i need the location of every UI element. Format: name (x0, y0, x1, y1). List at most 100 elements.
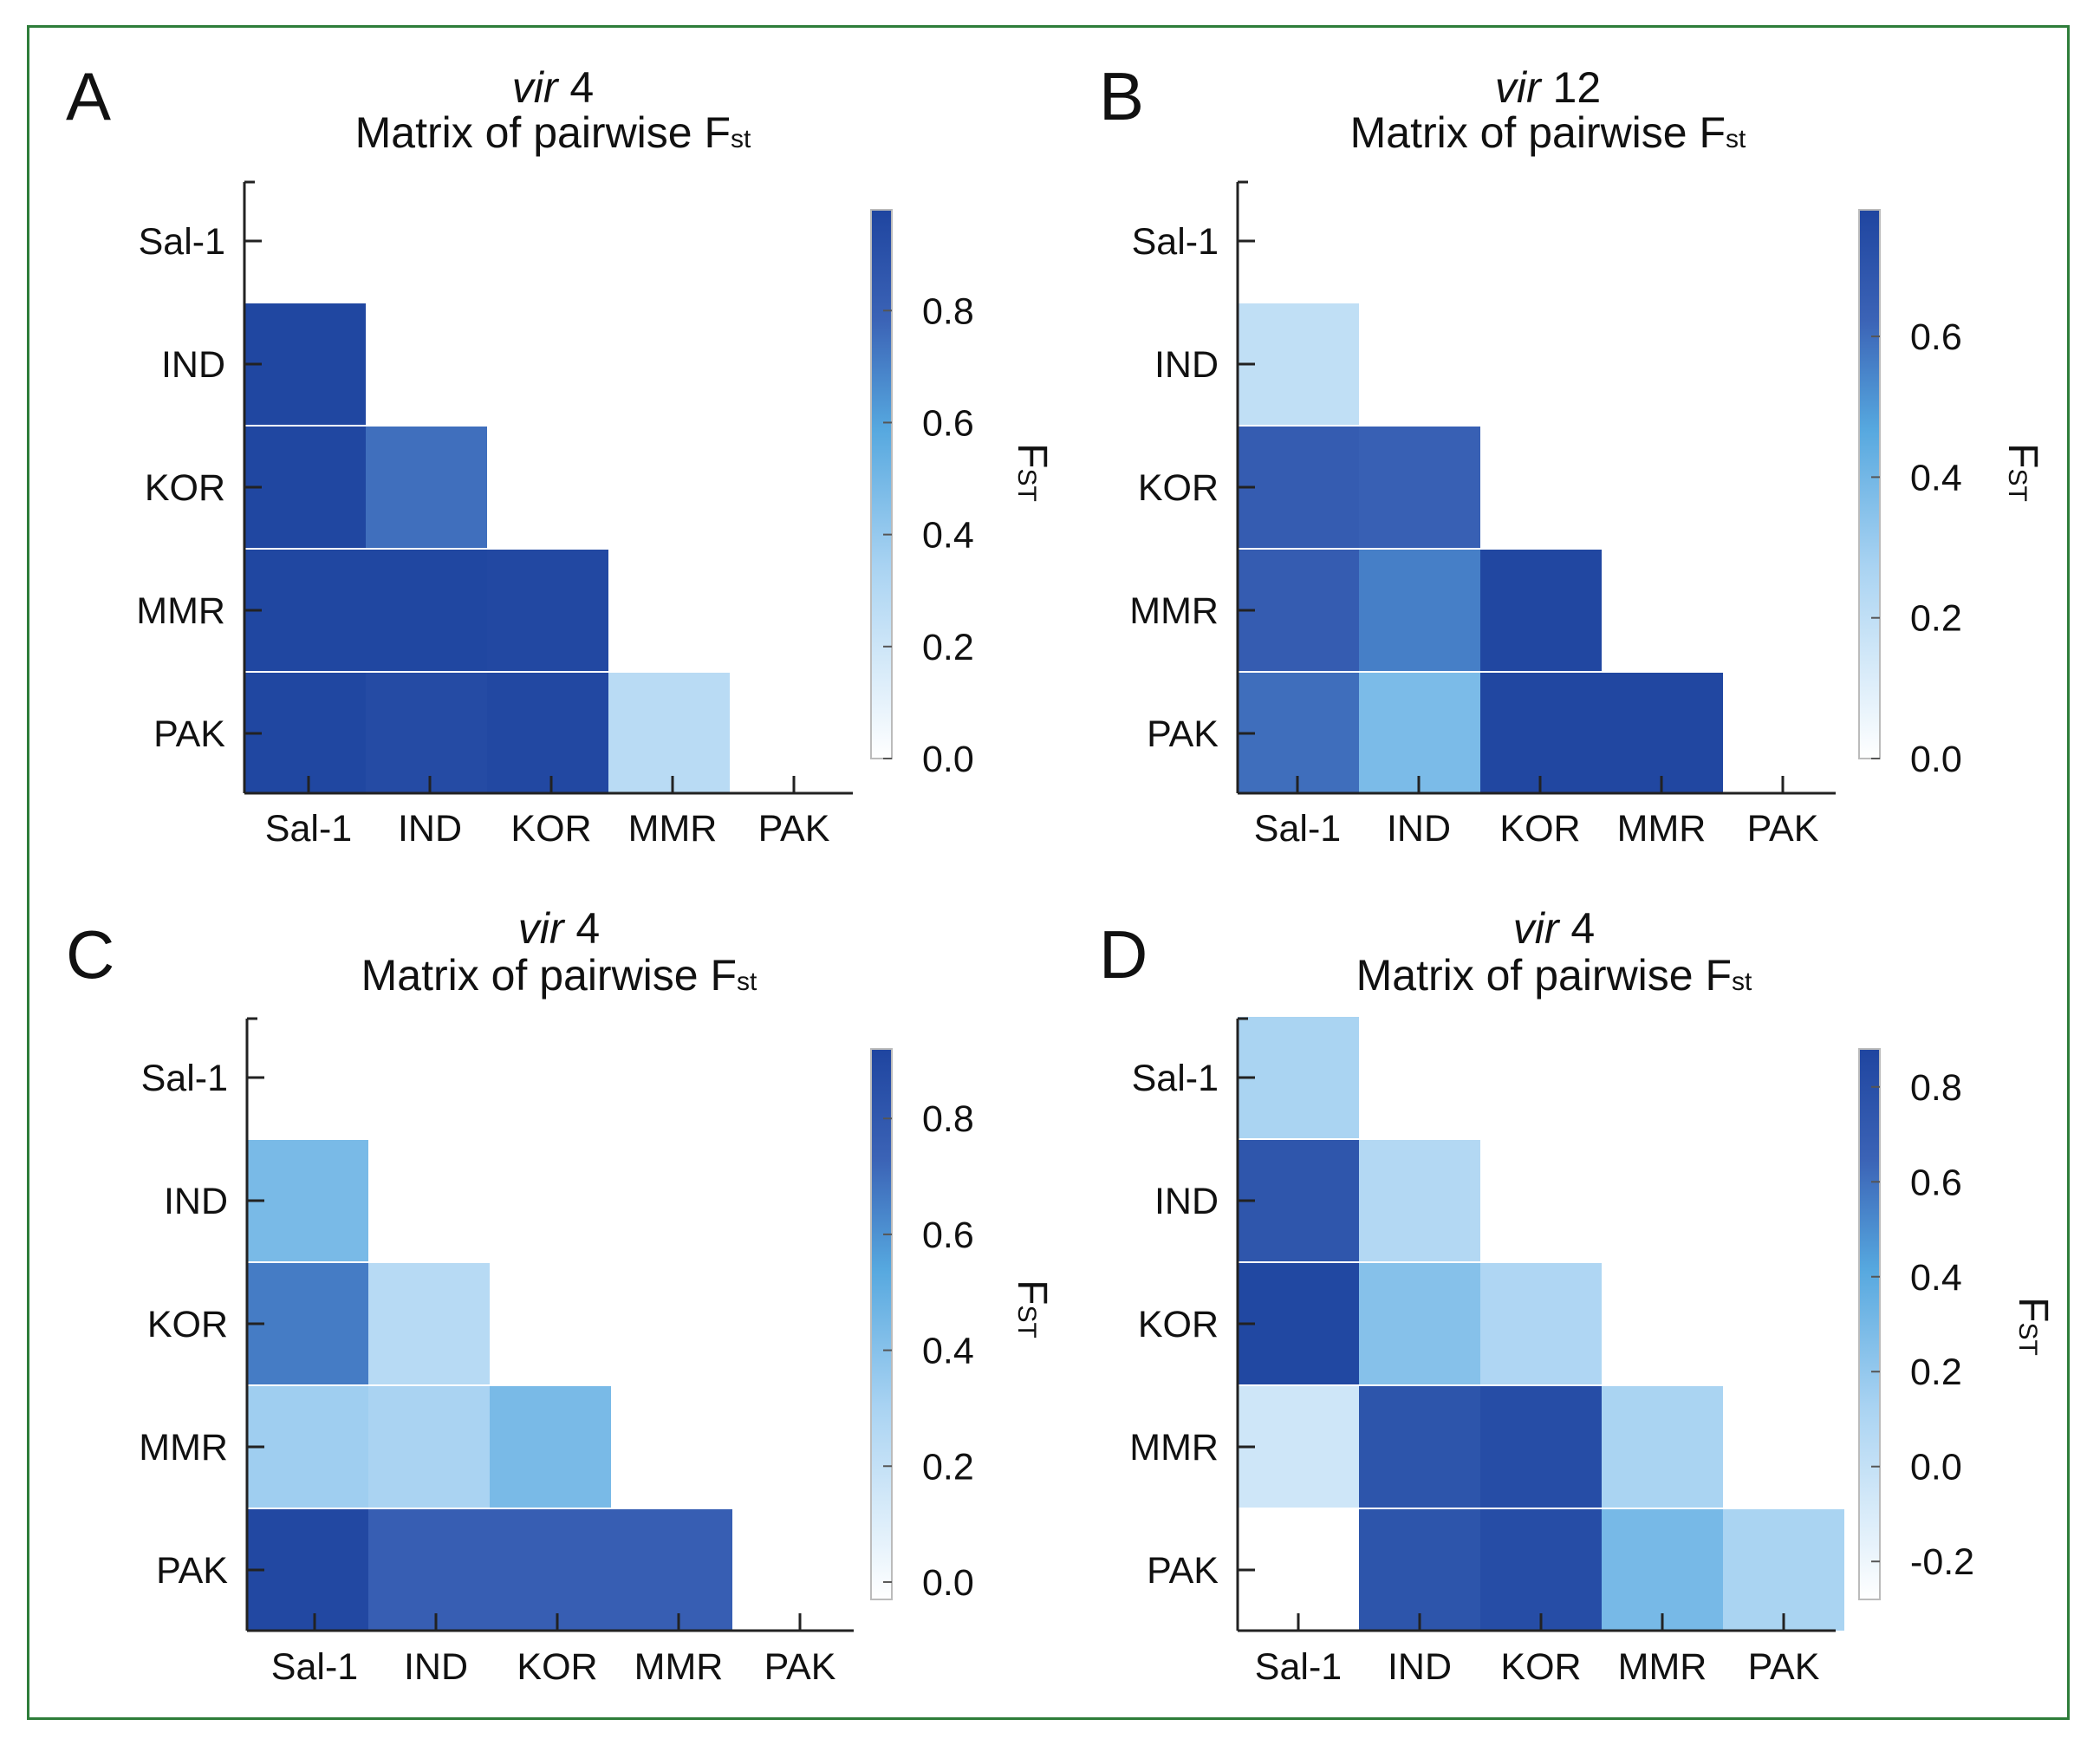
gene-space (564, 904, 576, 953)
panel-label: D (1099, 916, 1148, 993)
colorbar-tick-label: -0.2 (1910, 1541, 1974, 1583)
x-tick-label: IND (404, 1646, 468, 1688)
gene-name: vir (512, 63, 560, 112)
chart-title-sub: st (1726, 125, 1746, 153)
panel-label: C (66, 916, 114, 993)
heatmap-cell (244, 673, 366, 794)
colorbar-label-sub: ST (1012, 468, 1041, 501)
colorbar-tick-label: 0.2 (1910, 598, 1962, 640)
heatmap-cell (1238, 1140, 1359, 1261)
gene-number: 4 (575, 904, 600, 953)
panel-label: B (1099, 58, 1144, 134)
heatmap-cell (1723, 1509, 1844, 1631)
heatmap-cell (1359, 1263, 1480, 1384)
heatmap-cell (366, 673, 487, 794)
chart-title-sub: st (1732, 967, 1752, 996)
heatmap-cell (1602, 1509, 1723, 1631)
heatmap-cell (1359, 1140, 1480, 1261)
y-tick-label: KOR (145, 467, 225, 509)
x-tick-label: Sal-1 (271, 1646, 358, 1688)
heatmap-cell (1238, 673, 1359, 794)
y-tick-label: MMR (136, 590, 225, 632)
colorbar-tick-label: 0.0 (1910, 1447, 1962, 1488)
chart-title-main: Matrix of pairwise F (1350, 108, 1726, 157)
panel-label: A (66, 58, 111, 134)
heatmap-cell (244, 303, 366, 425)
chart-title-main: Matrix of pairwise F (355, 108, 731, 157)
panel-D: Sal-1 IND KOR MMR PAK Sal-1 IND KOR MMR PAK vir 4M… (1099, 904, 2056, 1688)
x-tick-label: PAK (764, 1646, 836, 1688)
x-tick-label: MMR (1618, 1646, 1707, 1688)
figure-frame (27, 25, 2070, 1720)
chart-title-gene: vir 12 (1495, 63, 1601, 112)
chart-title: Matrix of pairwise Fst (1350, 108, 1746, 157)
colorbar (1858, 209, 1881, 759)
colorbar-label-main: F (1009, 443, 1055, 468)
y-tick-label: KOR (1138, 467, 1219, 509)
y-tick-label: MMR (1129, 590, 1219, 632)
x-tick-label: IND (1387, 808, 1451, 850)
colorbar-tick-label: 0.2 (922, 1446, 974, 1488)
y-tick-label: IND (1154, 1181, 1219, 1222)
x-tick-label: MMR (628, 808, 718, 850)
x-tick-label: KOR (517, 1646, 597, 1688)
x-tick-label: MMR (1617, 808, 1707, 850)
y-tick-label: KOR (1138, 1304, 1219, 1345)
x-tick-label: PAK (1748, 1646, 1820, 1688)
heatmap-cell (1480, 673, 1602, 794)
x-tick-label: KOR (510, 808, 591, 850)
heatmap-cell (1359, 673, 1480, 794)
colorbar-label-main: F (1999, 443, 2045, 468)
heatmap-cell (1602, 673, 1723, 794)
x-tick-label: MMR (634, 1646, 724, 1688)
heatmap-cell (1238, 1017, 1359, 1138)
panel-C: Sal-1 IND KOR MMR PAK Sal-1 IND KOR MMR PAK vir 4M… (66, 904, 1055, 1688)
y-tick-label: IND (1154, 344, 1219, 386)
y-tick-label: IND (164, 1181, 228, 1222)
heatmap-cell (1359, 550, 1480, 671)
x-tick-label: Sal-1 (1254, 808, 1341, 850)
heatmap-cell (1238, 1509, 1359, 1631)
colorbar-tick-label: 0.8 (922, 1098, 974, 1140)
colorbar-tick-label: 0.4 (1910, 457, 1962, 498)
chart-title-sub: st (737, 967, 757, 996)
heatmap-cell (244, 427, 366, 548)
colorbar-label: FST (2010, 1297, 2056, 1356)
gene-number: 4 (569, 63, 594, 112)
y-tick-label: KOR (147, 1304, 228, 1345)
heatmap-cell (247, 1263, 368, 1384)
heatmap-cell (487, 673, 608, 794)
heatmap-cell (611, 1509, 732, 1631)
gene-number: 4 (1570, 904, 1595, 953)
y-tick-label: Sal-1 (141, 1058, 228, 1099)
heatmap-cell (368, 1386, 490, 1508)
gene-name: vir (518, 904, 566, 953)
heatmap-cell (368, 1509, 490, 1631)
heatmap-cell (1238, 427, 1359, 548)
colorbar (870, 1048, 893, 1600)
chart-title-main: Matrix of pairwise F (1356, 951, 1732, 1000)
colorbar-label-sub: ST (2013, 1322, 2042, 1355)
heatmap-cell (244, 550, 366, 671)
colorbar-tick-label: 0.4 (922, 515, 974, 557)
colorbar-tick-label: 0.6 (922, 402, 974, 444)
heatmap-cell (368, 1263, 490, 1384)
y-tick-label: MMR (139, 1427, 228, 1469)
heatmap-cell (1359, 427, 1480, 548)
heatmap-cell (247, 1140, 368, 1261)
heatmap-cell (1480, 1386, 1602, 1508)
colorbar-tick-label: 0.2 (1910, 1351, 1962, 1393)
x-tick-label: IND (398, 808, 462, 850)
panel-B: Sal-1 IND KOR MMR PAK Sal-1 IND KOR MMR PAK vir 12… (1099, 58, 2045, 850)
heatmap-cell (1238, 1386, 1359, 1508)
panel-A: Sal-1 IND KOR MMR PAK Sal-1 IND KOR MMR PAK vir 4M… (66, 58, 1055, 850)
gene-space (1541, 63, 1553, 112)
heatmap-cell (1238, 550, 1359, 671)
x-tick-label: PAK (1747, 808, 1819, 850)
heatmap-cell (490, 1509, 611, 1631)
y-tick-label: PAK (156, 1550, 228, 1592)
x-tick-label: Sal-1 (1255, 1646, 1342, 1688)
heatmap-cell (366, 427, 487, 548)
colorbar-tick-label: 0.8 (1910, 1067, 1962, 1109)
x-tick-label: Sal-1 (265, 808, 352, 850)
